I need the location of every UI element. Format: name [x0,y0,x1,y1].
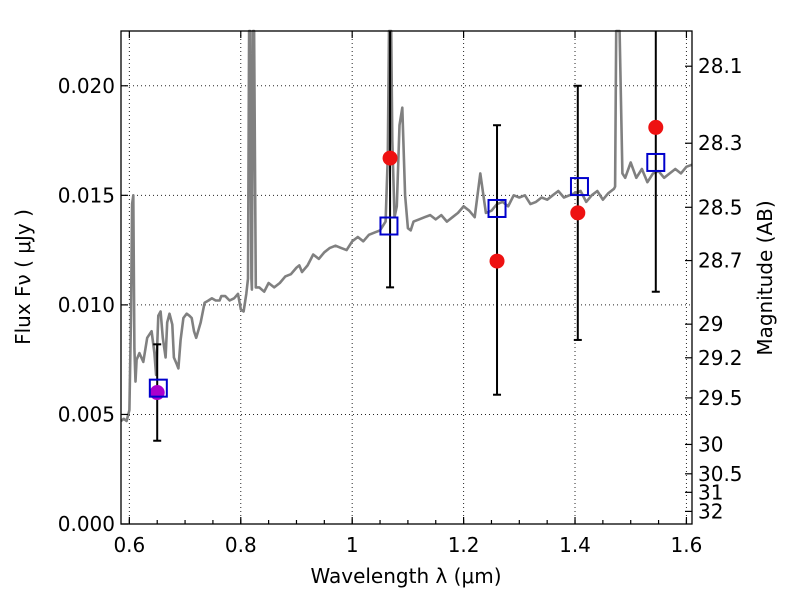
observed-point [570,205,586,221]
right-tick-label: 32 [698,499,723,523]
x-tick-label: 1.2 [448,533,480,557]
spectrum-layer [120,29,693,423]
model-square-layer [148,152,666,398]
x-tick-labels: 0.6 0.8 1 1.2 1.4 1.6 [113,533,702,557]
model-square [646,152,666,172]
y-tick-label: 0.015 [58,183,115,207]
y-tick-label: 0.010 [58,293,115,317]
right-tick-label: 29 [698,312,723,336]
observed-point [382,150,398,166]
x-axis-label: Wavelength λ (μm) [310,564,501,588]
right-tick-label: 30.5 [698,462,743,486]
right-tick-label: 28.7 [698,249,743,273]
x-tick-label: 0.6 [113,533,145,557]
right-tick-label: 28.1 [698,54,743,78]
tick-layer [121,31,692,525]
y-tick-label: 0.000 [58,512,115,536]
y-tick-label: 0.020 [58,74,115,98]
observed-point [489,253,505,269]
model-square [487,198,507,218]
observed-point [149,385,165,401]
grid-lines [121,31,692,525]
right-tick-label: 29.5 [698,386,743,410]
right-tick-label: 28.5 [698,195,743,219]
x-tick-label: 0.8 [225,533,257,557]
model-square [379,216,399,236]
x-tick-label: 1.4 [559,533,591,557]
errorbar-layer [153,31,660,442]
right-axis-label: Magnitude (AB) [753,200,777,355]
model-spectrum-line [120,29,693,423]
x-tick-label: 1.6 [671,533,703,557]
y-axis-label: Flux Fν ( μJy ) [11,209,35,345]
model-square [148,378,168,398]
plot-frame [120,30,693,525]
right-tick-label: 29.2 [698,346,743,370]
observed-point-layer [149,119,664,401]
x-tick-label: 1 [346,533,359,557]
right-tick-label: 30 [698,432,723,456]
observed-point [648,119,664,135]
y-tick-label: 0.005 [58,402,115,426]
right-tick-label: 31 [698,480,723,504]
y-tick-labels: 0.000 0.005 0.010 0.015 0.020 [58,74,115,536]
right-tick-label: 28.3 [698,131,743,155]
model-square [569,177,589,197]
